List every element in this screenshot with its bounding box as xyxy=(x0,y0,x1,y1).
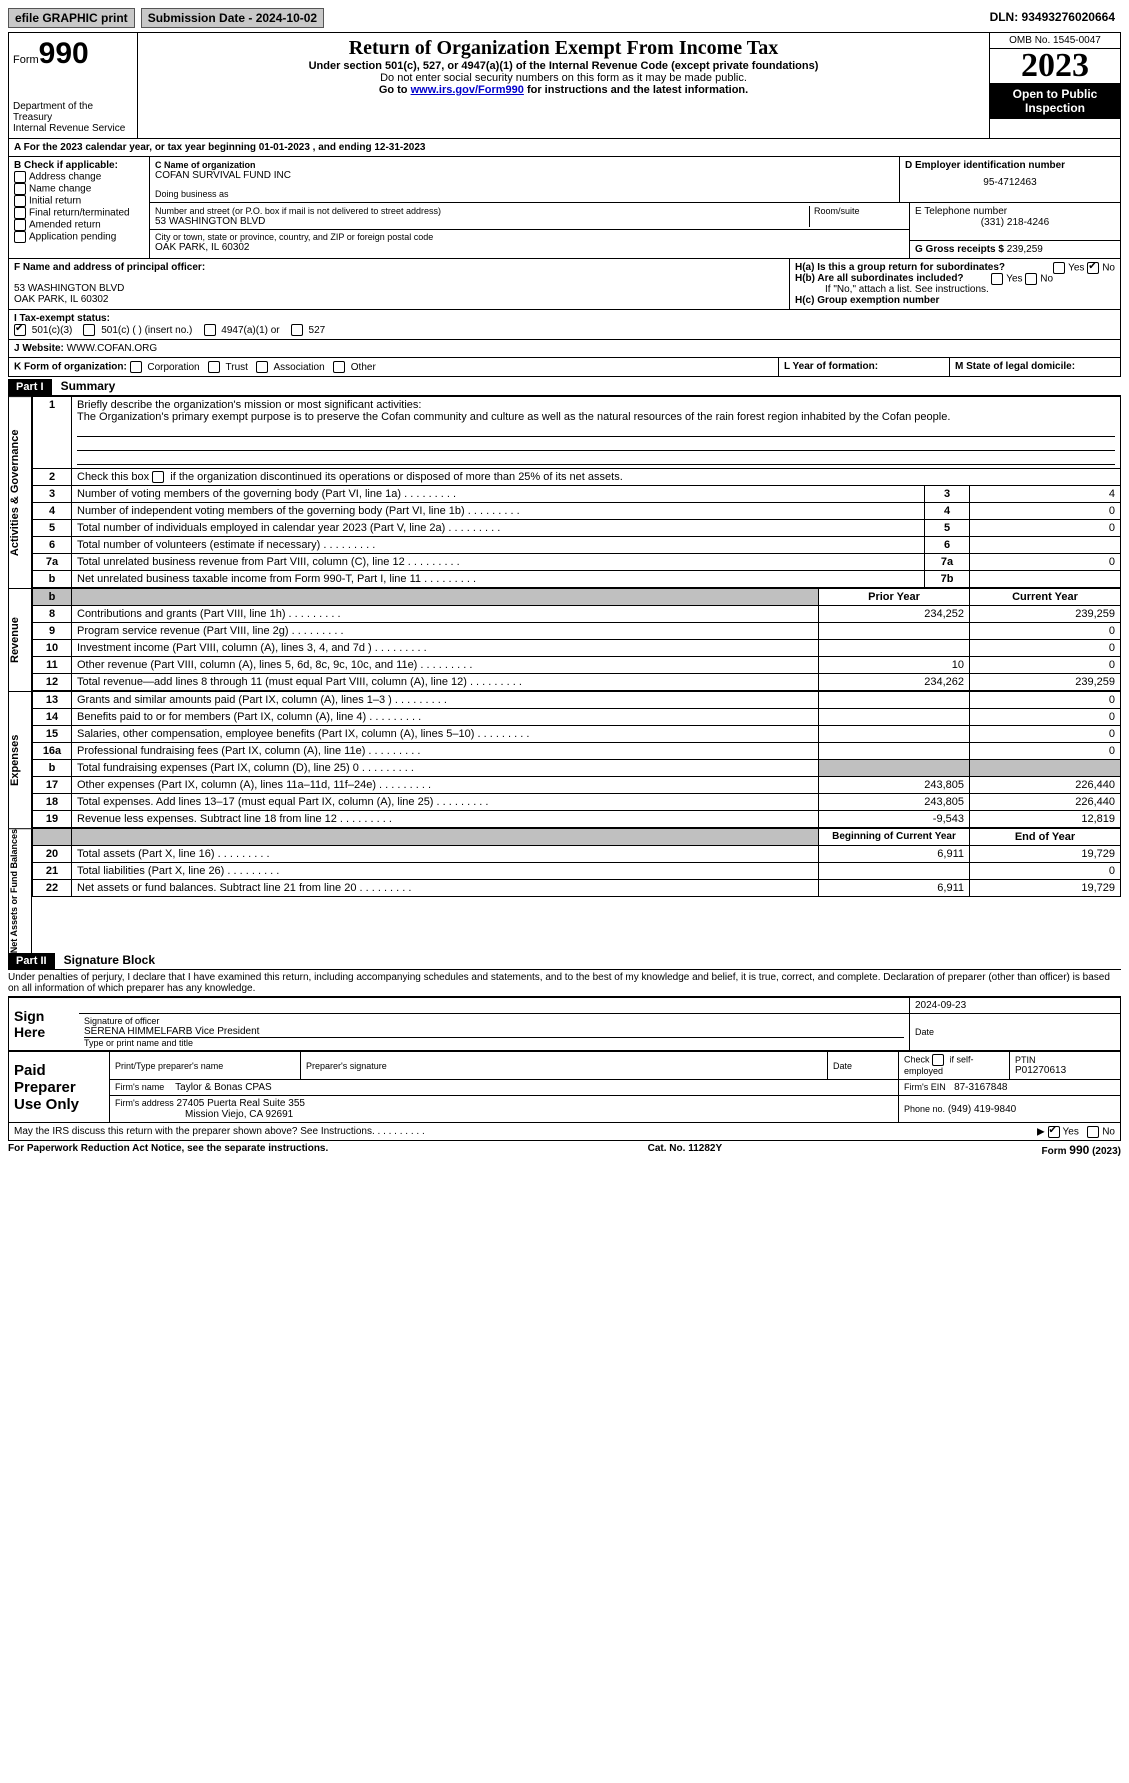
street-label: Number and street (or P.O. box if mail i… xyxy=(155,206,809,216)
sign-here-table: Sign Here 2024-09-23 Signature of office… xyxy=(8,996,1121,1051)
box-c-name-label: C Name of organization xyxy=(155,160,894,170)
boxb-item[interactable]: Application pending xyxy=(14,231,144,243)
table-row: 18Total expenses. Add lines 13–17 (must … xyxy=(33,794,1121,811)
section-activities: Activities & Governance xyxy=(8,396,32,588)
efile-btn[interactable]: efile GRAPHIC print xyxy=(8,8,135,28)
table-row: 7aTotal unrelated business revenue from … xyxy=(33,554,1121,571)
tax-status-opt[interactable]: 501(c) ( ) (insert no.) xyxy=(83,325,203,336)
table-row: 6Total number of volunteers (estimate if… xyxy=(33,537,1121,554)
table-row: 10Investment income (Part VIII, column (… xyxy=(33,640,1121,657)
top-bar: efile GRAPHIC print Submission Date - 20… xyxy=(8,8,1121,28)
perjury-text: Under penalties of perjury, I declare th… xyxy=(8,970,1121,996)
table-row: 16aProfessional fundraising fees (Part I… xyxy=(33,743,1121,760)
ein-value: 95-4712463 xyxy=(905,177,1115,188)
website-value: WWW.COFAN.ORG xyxy=(67,343,158,354)
table-row: 8Contributions and grants (Part VIII, li… xyxy=(33,606,1121,623)
table-row: 9Program service revenue (Part VIII, lin… xyxy=(33,623,1121,640)
table-row: 15Salaries, other compensation, employee… xyxy=(33,726,1121,743)
dba-label: Doing business as xyxy=(155,189,894,199)
gross-receipts: 239,259 xyxy=(1007,244,1043,255)
table-row: 11Other revenue (Part VIII, column (A), … xyxy=(33,657,1121,674)
table-row: bTotal fundraising expenses (Part IX, co… xyxy=(33,760,1121,777)
tax-year: 2023 xyxy=(990,49,1120,83)
page-footer: For Paperwork Reduction Act Notice, see … xyxy=(8,1143,1121,1157)
tax-status-opt[interactable]: 4947(a)(1) or xyxy=(204,325,291,336)
line-l: L Year of formation: xyxy=(784,361,878,372)
table-row: 19Revenue less expenses. Subtract line 1… xyxy=(33,811,1121,828)
box-f-label: F Name and address of principal officer: xyxy=(14,262,784,273)
dept-label: Department of the Treasury Internal Reve… xyxy=(13,101,133,134)
header-sub1: Under section 501(c), 527, or 4947(a)(1)… xyxy=(142,60,985,72)
line-k-label: K Form of organization: xyxy=(14,362,127,373)
section-expenses: Expenses xyxy=(8,691,32,828)
section-netassets: Net Assets or Fund Balances xyxy=(8,828,32,953)
form-title: Return of Organization Exempt From Incom… xyxy=(142,37,985,60)
part1-title: Summary xyxy=(55,379,116,393)
form-word: Form xyxy=(13,54,39,66)
table-row: 17Other expenses (Part IX, column (A), l… xyxy=(33,777,1121,794)
irs-link[interactable]: www.irs.gov/Form990 xyxy=(411,84,524,96)
table-row: 14Benefits paid to or for members (Part … xyxy=(33,709,1121,726)
open-public-label: Open to Public Inspection xyxy=(990,83,1120,119)
table-row: 12Total revenue—add lines 8 through 11 (… xyxy=(33,674,1121,691)
dln-label: DLN: 93493276020664 xyxy=(984,8,1121,28)
officer-addr1: 53 WASHINGTON BLVD xyxy=(14,283,784,294)
summary-table-ag: 1 Briefly describe the organization's mi… xyxy=(32,396,1121,588)
form-number: 990 xyxy=(39,37,89,70)
room-label: Room/suite xyxy=(814,206,904,216)
form-header: Form990 Department of the Treasury Inter… xyxy=(8,32,1121,139)
city-label: City or town, state or province, country… xyxy=(155,232,904,242)
officer-addr2: OAK PARK, IL 60302 xyxy=(14,294,784,305)
box-b: B Check if applicable: Address changeNam… xyxy=(8,157,150,259)
street-value: 53 WASHINGTON BLVD xyxy=(155,216,809,227)
table-row: 3Number of voting members of the governi… xyxy=(33,486,1121,503)
org-form-opt[interactable]: Trust xyxy=(205,362,253,373)
boxb-item[interactable]: Address change xyxy=(14,171,144,183)
city-value: OAK PARK, IL 60302 xyxy=(155,242,904,253)
summary-table-exp: 13Grants and similar amounts paid (Part … xyxy=(32,691,1121,828)
boxb-item[interactable]: Initial return xyxy=(14,195,144,207)
summary-table-rev: b Prior Year Current Year 8Contributions… xyxy=(32,588,1121,691)
line-i-label: I Tax-exempt status: xyxy=(14,313,110,324)
discuss-text: May the IRS discuss this return with the… xyxy=(14,1126,375,1137)
phone-value: (331) 218-4246 xyxy=(915,217,1115,228)
tax-status-opt[interactable]: 527 xyxy=(291,325,334,336)
submission-btn[interactable]: Submission Date - 2024-10-02 xyxy=(141,8,324,28)
org-form-opt[interactable]: Other xyxy=(330,362,381,373)
box-d-label: D Employer identification number xyxy=(905,160,1115,171)
part1-header: Part I xyxy=(8,379,52,395)
box-e-label: E Telephone number xyxy=(915,206,1115,217)
part2-title: Signature Block xyxy=(58,953,155,967)
boxb-item[interactable]: Final return/terminated xyxy=(14,207,144,219)
box-h: H(a) Is this a group return for subordin… xyxy=(790,259,1121,310)
section-revenue: Revenue xyxy=(8,588,32,691)
part2-header: Part II xyxy=(8,953,55,969)
table-row: 20Total assets (Part X, line 16)6,91119,… xyxy=(33,846,1121,863)
org-form-opt[interactable]: Corporation xyxy=(130,362,206,373)
table-row: 13Grants and similar amounts paid (Part … xyxy=(33,692,1121,709)
summary-table-net: Beginning of Current Year End of Year 20… xyxy=(32,828,1121,897)
box-g-label: G Gross receipts $ xyxy=(915,244,1004,255)
boxb-item[interactable]: Amended return xyxy=(14,219,144,231)
tax-status-opt[interactable]: 501(c)(3) xyxy=(14,325,83,336)
paid-preparer-table: Paid Preparer Use Only Print/Type prepar… xyxy=(8,1051,1121,1123)
boxb-item[interactable]: Name change xyxy=(14,183,144,195)
table-row: bNet unrelated business taxable income f… xyxy=(33,571,1121,588)
header-sub2: Do not enter social security numbers on … xyxy=(142,72,985,84)
org-form-opt[interactable]: Association xyxy=(254,362,331,373)
header-sub3: Go to www.irs.gov/Form990 for instructio… xyxy=(142,84,985,96)
line-m: M State of legal domicile: xyxy=(955,361,1075,372)
line-a: A For the 2023 calendar year, or tax yea… xyxy=(8,139,1121,157)
table-row: 5Total number of individuals employed in… xyxy=(33,520,1121,537)
line-j-label: J Website: xyxy=(14,343,64,354)
table-row: 22Net assets or fund balances. Subtract … xyxy=(33,880,1121,897)
org-name: COFAN SURVIVAL FUND INC xyxy=(155,170,894,181)
table-row: 4Number of independent voting members of… xyxy=(33,503,1121,520)
table-row: 21Total liabilities (Part X, line 26)0 xyxy=(33,863,1121,880)
